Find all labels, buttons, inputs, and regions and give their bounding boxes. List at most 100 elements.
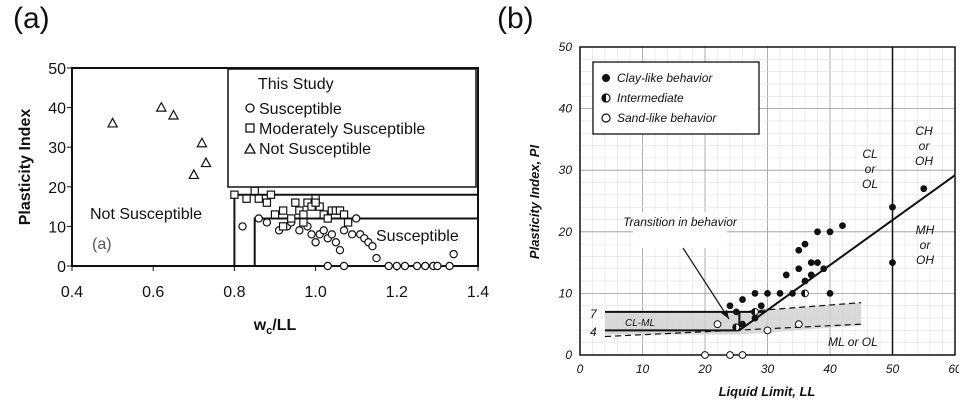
point-susceptible — [400, 261, 410, 271]
chart-b: 0 10 20 30 40 50 60 0 10 20 30 40 50 Clay-like behav… — [527, 40, 959, 399]
x-tick-label: 30 — [761, 362, 775, 376]
x-tick-label: 20 — [697, 362, 712, 376]
zone-label-line: OH — [916, 253, 934, 267]
y-tick-label: 30 — [559, 163, 573, 177]
point-clay-like — [889, 203, 896, 211]
point-clay-like — [920, 185, 928, 193]
point-moderately-susceptible — [278, 222, 288, 231]
chart-a-x-axis-title-tail: /LL — [272, 317, 296, 334]
panel-label-a: (a) — [13, 2, 50, 35]
point-susceptible — [319, 226, 328, 235]
point-clay-like — [807, 259, 815, 266]
chart-a-points — [106, 101, 458, 271]
point-sand-like — [701, 351, 709, 359]
chart-b-plot-frame — [579, 46, 956, 356]
chart-b-legend: Clay-like behavior Intermediate Sand-lik… — [592, 61, 760, 135]
y-tick-label: 20 — [558, 225, 573, 239]
point-clay-like — [789, 290, 796, 297]
chart-b-legend-sand-like: Sand-like behavior — [617, 111, 717, 125]
y-tick-label: 10 — [48, 219, 66, 236]
point-susceptible — [449, 249, 458, 259]
chart-b-zone-cl-ml: CL-ML — [625, 318, 655, 329]
point-susceptible — [352, 214, 361, 223]
point-susceptible — [368, 241, 377, 251]
point-susceptible — [339, 261, 349, 271]
chart-a-legend-not-susceptible: Not Susceptible — [259, 141, 371, 158]
point-moderately-susceptible — [254, 194, 263, 203]
x-tick-label: 1.4 — [467, 284, 489, 301]
zone-label-line: or — [920, 238, 932, 252]
chart-a-legend-square-marker — [245, 123, 255, 133]
chart-b-zone-ch-oh: CH or OH — [915, 124, 933, 168]
point-clay-like — [795, 246, 803, 254]
point-moderately-susceptible — [339, 210, 349, 219]
chart-b-zone-cl-ol-label: CL or OL — [862, 147, 878, 191]
point-susceptible — [412, 261, 422, 271]
point-moderately-susceptible — [262, 198, 272, 207]
point-clay-like — [739, 320, 746, 328]
y-tick-label: 0 — [565, 348, 572, 362]
chart-b-y-axis-title: Plasticity Index, PI — [527, 145, 542, 260]
point-clay-like — [820, 265, 828, 273]
chart-b-zone-cl-ol: CL or OL — [862, 147, 878, 191]
point-susceptible — [445, 261, 454, 271]
chart-a-legend-circle-marker — [245, 103, 255, 113]
chart-b-zone-mh-oh-label: MH or OH — [916, 223, 935, 267]
point-moderately-susceptible — [242, 194, 251, 203]
point-intermediate-fill — [801, 290, 805, 297]
a-line — [738, 174, 956, 332]
zone-label-line: or — [919, 139, 931, 153]
point-susceptible — [311, 238, 320, 247]
point-moderately-susceptible — [343, 218, 353, 227]
point-susceptible — [347, 230, 357, 239]
y-tick-label: 20 — [48, 180, 66, 197]
chart-b-transition-label: Transition in behavior — [623, 215, 738, 229]
point-clay-like — [814, 228, 821, 236]
point-susceptible — [254, 214, 263, 223]
point-susceptible — [323, 261, 332, 271]
y-tick-label: 30 — [48, 140, 66, 157]
chart-a-x-axis-title: wc/LL — [253, 317, 297, 337]
chart-a-legend-frame — [227, 68, 477, 188]
point-moderately-susceptible — [230, 190, 239, 199]
chart-b-legend-frame — [592, 61, 760, 135]
point-susceptible — [238, 222, 247, 231]
point-clay-like — [764, 290, 771, 297]
point-clay-like — [726, 302, 734, 310]
point-not-susceptible — [167, 109, 180, 120]
chart-b-points — [701, 185, 928, 359]
y-tick-label: 50 — [559, 40, 573, 54]
point-clay-like — [826, 290, 834, 297]
chart-b-legend-clay-like: Clay-like behavior — [617, 71, 713, 85]
chart-a-y-axis-title: Plasticity Index — [17, 109, 34, 226]
x-tick-label: 60 — [948, 362, 959, 376]
zone-label-line: CL — [862, 147, 877, 161]
chart-b-legend-filled-marker — [602, 74, 610, 82]
zone-label-line: or — [865, 162, 877, 176]
chart-a-legend-susceptible: Susceptible — [259, 101, 342, 118]
point-sand-like — [713, 320, 722, 329]
point-clay-like — [807, 271, 815, 279]
point-susceptible — [433, 261, 442, 271]
chart-b-zone-ch-oh-label: CH or OH — [915, 124, 933, 168]
point-not-susceptible — [200, 156, 212, 168]
chart-b-legend-intermediate: Intermediate — [617, 91, 684, 105]
chart-b-legend-open-marker — [601, 113, 611, 123]
x-tick-label: 0.4 — [61, 284, 83, 301]
zone-label-line: MH — [916, 223, 935, 237]
point-susceptible — [384, 261, 393, 271]
point-clay-like — [776, 290, 784, 297]
chart-a-legend-title: This Study — [258, 76, 334, 93]
point-susceptible — [335, 245, 345, 255]
point-clay-like — [739, 296, 746, 303]
zone-label-line: OH — [915, 154, 933, 168]
point-clay-like — [732, 308, 740, 316]
point-clay-like — [751, 314, 759, 322]
point-clay-like — [782, 271, 790, 279]
point-moderately-susceptible — [299, 210, 308, 219]
x-tick-label: 0.8 — [223, 284, 245, 301]
x-tick-label: 40 — [823, 362, 837, 376]
chart-b-zone-mh-oh: MH or OH — [916, 223, 935, 267]
zone-label-line: CH — [915, 124, 933, 138]
point-moderately-susceptible — [266, 190, 276, 199]
